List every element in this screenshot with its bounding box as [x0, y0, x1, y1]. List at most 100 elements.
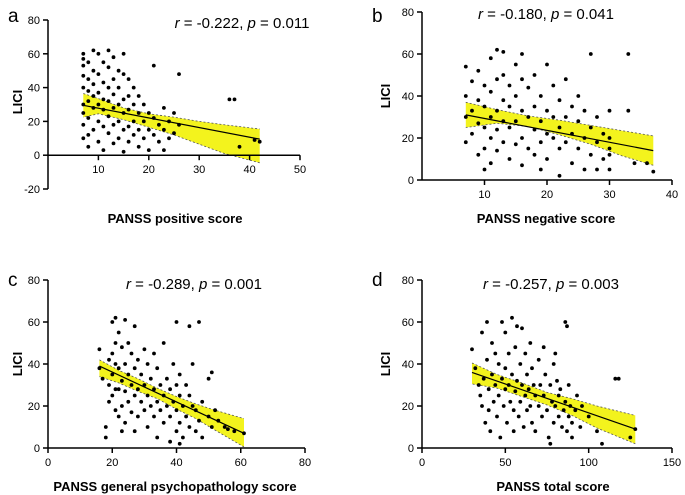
- data-point: [601, 131, 606, 136]
- data-point: [568, 404, 573, 408]
- data-point: [495, 108, 499, 113]
- data-point: [120, 404, 124, 408]
- data-point: [155, 366, 160, 371]
- data-point: [161, 341, 166, 345]
- data-point: [96, 119, 101, 124]
- regression-line: [83, 104, 260, 140]
- data-point: [111, 55, 116, 60]
- data-point: [96, 72, 101, 76]
- data-point: [538, 94, 543, 98]
- data-point: [111, 77, 116, 81]
- data-point: [142, 383, 147, 387]
- data-point: [81, 63, 86, 68]
- data-point: [129, 410, 134, 415]
- data-point: [470, 79, 474, 84]
- data-point: [482, 104, 487, 109]
- data-point: [91, 82, 96, 87]
- data-point: [511, 408, 516, 413]
- data-point: [252, 138, 257, 142]
- stat-r-symbol: r: [478, 6, 484, 23]
- data-point: [538, 119, 543, 124]
- y-tick-label: 40: [28, 83, 40, 95]
- data-point: [645, 161, 649, 166]
- data-point: [463, 140, 468, 145]
- panel-a: a r = -0.222, p = 0.011 LICI PANSS posit…: [8, 6, 309, 226]
- data-point: [168, 439, 173, 444]
- data-points: [81, 48, 262, 154]
- x-tick-label: 50: [499, 457, 511, 469]
- data-point: [551, 115, 556, 119]
- data-point: [507, 125, 512, 130]
- data-point: [536, 404, 541, 408]
- data-point: [116, 387, 121, 392]
- data-point: [174, 383, 179, 387]
- data-point: [507, 104, 512, 109]
- data-point: [101, 124, 106, 129]
- data-point: [177, 72, 181, 76]
- data-point: [520, 163, 524, 168]
- y-tick-label: 0: [408, 443, 414, 455]
- data-point: [171, 399, 176, 404]
- x-tick-label: 60: [235, 457, 247, 469]
- data-point: [507, 83, 512, 88]
- fit-line-layer: [83, 104, 260, 140]
- data-point: [101, 60, 106, 65]
- data-point: [532, 73, 537, 77]
- data-point: [515, 324, 519, 329]
- data-point: [506, 383, 511, 387]
- data-point: [81, 122, 86, 127]
- data-point: [152, 351, 156, 356]
- data-point: [513, 62, 518, 67]
- data-point: [628, 435, 633, 440]
- stat-r-symbol: r: [126, 276, 132, 293]
- data-point: [482, 83, 487, 88]
- x-tick-label: 30: [603, 189, 615, 201]
- data-point: [116, 330, 121, 335]
- stat-r-text: = -0.222,: [180, 15, 248, 32]
- fit-line-layer: [471, 371, 636, 430]
- axes: 0 20 40 60 80 0 20 40 60 80: [28, 275, 311, 469]
- stat-r-text: = -0.257,: [488, 276, 556, 293]
- data-point: [91, 94, 96, 98]
- data-point: [132, 393, 137, 398]
- data-point: [141, 136, 146, 141]
- data-point: [488, 89, 493, 94]
- data-point: [533, 429, 538, 434]
- data-point: [545, 408, 549, 413]
- data-point: [582, 108, 587, 113]
- data-point: [543, 372, 548, 377]
- x-tick-label: 50: [294, 164, 306, 176]
- data-point: [81, 111, 86, 115]
- data-point: [126, 94, 131, 98]
- x-tick-label: 80: [299, 457, 311, 469]
- data-point: [541, 345, 546, 350]
- data-point: [533, 393, 538, 398]
- data-point: [607, 136, 612, 140]
- x-axis-title: PANSS total score: [496, 479, 609, 494]
- data-point: [165, 404, 169, 408]
- data-point: [503, 330, 508, 335]
- data-point: [257, 139, 262, 144]
- data-point: [81, 85, 86, 90]
- y-axis-title: LICI: [378, 84, 393, 109]
- data-point: [513, 345, 518, 350]
- data-point: [520, 108, 524, 113]
- data-point: [151, 63, 156, 68]
- data-point: [96, 90, 101, 95]
- confidence-band: [472, 362, 636, 444]
- regression-line: [471, 371, 636, 430]
- data-point: [490, 341, 494, 345]
- data-point: [167, 119, 171, 124]
- y-tick-label: 80: [402, 275, 414, 287]
- data-point: [486, 387, 491, 392]
- data-point: [511, 429, 516, 434]
- data-point: [476, 68, 481, 73]
- data-point: [548, 383, 553, 387]
- data-point: [513, 94, 518, 98]
- x-tick-label: 40: [243, 164, 255, 176]
- data-point: [565, 429, 569, 434]
- axes: 0 20 40 60 80 0 50 100 150: [402, 275, 681, 469]
- data-point: [141, 102, 146, 107]
- stat-annotation: r = -0.222, p = 0.011: [175, 15, 310, 32]
- data-point: [97, 366, 102, 371]
